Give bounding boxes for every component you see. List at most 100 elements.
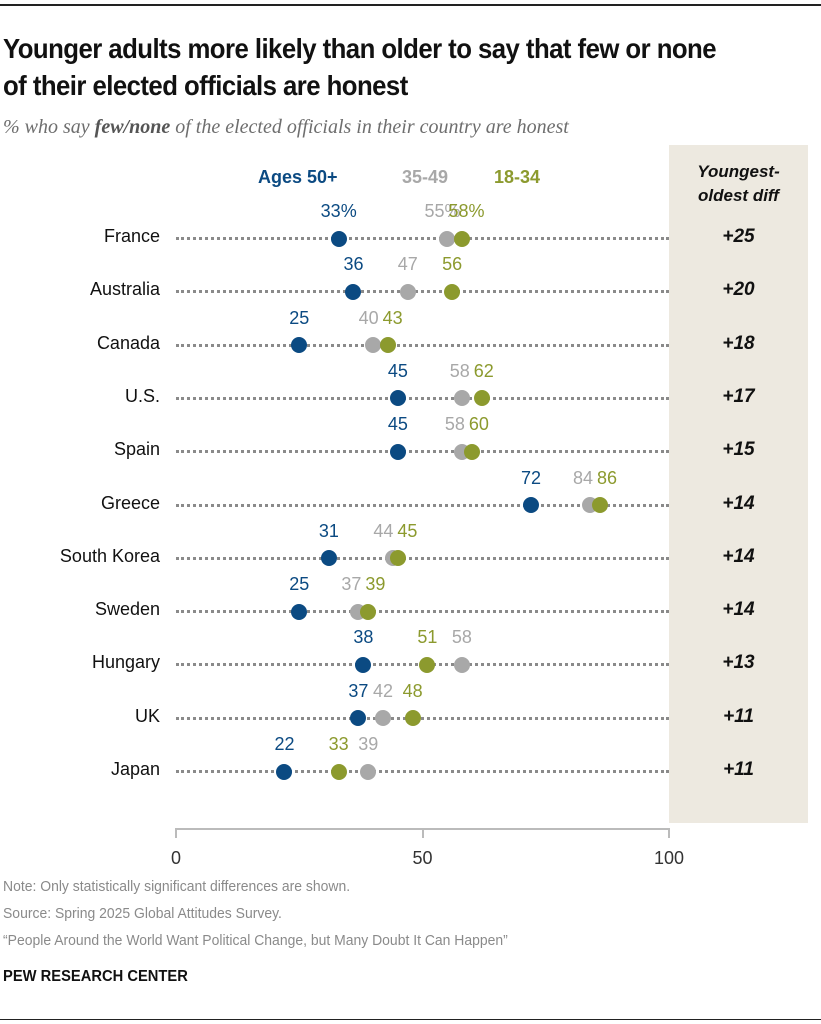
value-label-ages-18-34: 86 bbox=[597, 467, 618, 488]
dot-ages-18-34 bbox=[463, 443, 480, 460]
diff-column-header: Youngest- oldest diff bbox=[669, 160, 808, 208]
value-label-ages-35-49: 40 bbox=[358, 307, 379, 328]
value-label-ages-18-34: 39 bbox=[365, 574, 386, 595]
value-label-ages-50-plus: 37 bbox=[348, 680, 369, 701]
dot-ages-18-34 bbox=[360, 603, 377, 620]
x-tick-mark bbox=[421, 828, 424, 838]
dot-ages-50-plus bbox=[389, 390, 406, 407]
row-dotted-line bbox=[176, 556, 669, 560]
value-label-ages-35-49: 37 bbox=[341, 574, 362, 595]
row-dotted-line bbox=[176, 450, 669, 454]
row-dotted-line bbox=[176, 396, 669, 400]
diff-value: +25 bbox=[722, 226, 755, 247]
dot-ages-50-plus bbox=[345, 283, 362, 300]
country-label: Sweden bbox=[94, 599, 160, 620]
value-label-ages-50-plus: 45 bbox=[387, 414, 408, 435]
row-dotted-line bbox=[176, 290, 669, 294]
value-label-ages-50-plus: 22 bbox=[274, 734, 295, 754]
subtitle-emphasis: few/none bbox=[94, 116, 171, 138]
country-label: Australia bbox=[89, 279, 160, 300]
value-label-ages-50-plus: 45 bbox=[387, 360, 408, 381]
dot-ages-18-34 bbox=[453, 230, 470, 247]
subtitle-prefix: % who say bbox=[3, 116, 95, 138]
value-label-ages-35-49: 55% bbox=[424, 201, 461, 221]
value-label-ages-18-34: 58% bbox=[448, 201, 485, 221]
dot-ages-50-plus bbox=[330, 230, 347, 247]
chart-title: Younger adults more likely than older to… bbox=[3, 33, 717, 101]
footnote-source: Source: Spring 2025 Global Attitudes Sur… bbox=[3, 905, 282, 922]
top-rule bbox=[0, 4, 821, 6]
dot-ages-50-plus bbox=[355, 656, 372, 673]
row-dotted-line bbox=[176, 770, 669, 773]
legend-ages-35-49: 35-49 bbox=[402, 167, 449, 187]
dot-ages-35-49 bbox=[399, 283, 416, 300]
value-label-ages-35-49: 58 bbox=[451, 627, 472, 648]
row-dotted-line bbox=[176, 610, 669, 614]
subtitle-suffix: of the elected officials in their countr… bbox=[170, 116, 569, 138]
legend-ages-18-34: 18-34 bbox=[494, 167, 541, 187]
value-label-ages-50-plus: 31 bbox=[318, 520, 339, 541]
value-label-ages-18-34: 33 bbox=[328, 734, 349, 754]
row-dotted-line bbox=[176, 503, 669, 507]
dot-ages-18-34 bbox=[389, 550, 406, 567]
value-label-ages-35-49: 39 bbox=[358, 734, 379, 754]
diff-header-line-2: oldest diff bbox=[698, 186, 779, 205]
diff-value: +17 bbox=[722, 385, 755, 407]
diff-header-line-1: Youngest- bbox=[697, 162, 780, 181]
x-tick-label: 50 bbox=[412, 848, 433, 868]
dot-ages-50-plus bbox=[291, 603, 308, 620]
country-label: UK bbox=[134, 705, 160, 726]
diff-value: +14 bbox=[722, 599, 755, 621]
country-label: Canada bbox=[96, 332, 160, 353]
dot-ages-18-34 bbox=[444, 283, 461, 300]
diff-value: +11 bbox=[723, 705, 754, 727]
value-label-ages-35-49: 47 bbox=[397, 254, 418, 275]
country-label: France bbox=[103, 226, 160, 246]
dot-ages-50-plus bbox=[291, 337, 308, 354]
diff-value: +13 bbox=[722, 652, 755, 674]
dot-ages-35-49 bbox=[375, 710, 392, 727]
x-tick-mark bbox=[175, 828, 177, 838]
country-label: Hungary bbox=[91, 652, 160, 673]
diff-value: +14 bbox=[722, 492, 755, 514]
value-label-ages-35-49: 42 bbox=[373, 680, 394, 701]
diff-column-panel bbox=[669, 145, 808, 823]
bottom-rule bbox=[0, 1019, 821, 1020]
dot-ages-50-plus bbox=[350, 710, 367, 727]
dot-ages-35-49 bbox=[360, 763, 377, 780]
value-label-ages-50-plus: 25 bbox=[289, 574, 310, 595]
value-label-ages-35-49: 44 bbox=[373, 520, 394, 541]
value-label-ages-18-34: 48 bbox=[402, 680, 423, 701]
diff-value: +11 bbox=[723, 759, 754, 780]
value-label-ages-50-plus: 25 bbox=[289, 307, 310, 328]
value-label-ages-18-34: 43 bbox=[382, 307, 403, 328]
value-label-ages-18-34: 62 bbox=[473, 360, 494, 381]
country-label: Greece bbox=[100, 492, 160, 513]
x-tick-mark bbox=[668, 828, 670, 838]
x-tick-label: 0 bbox=[170, 848, 181, 868]
dot-ages-35-49 bbox=[453, 656, 470, 673]
value-label-ages-18-34: 51 bbox=[417, 627, 438, 648]
diff-value: +20 bbox=[722, 279, 755, 301]
diff-value: +14 bbox=[722, 545, 755, 567]
value-label-ages-50-plus: 33% bbox=[320, 201, 357, 221]
value-label-ages-50-plus: 36 bbox=[343, 254, 364, 275]
dot-ages-50-plus bbox=[522, 497, 539, 513]
dot-ages-50-plus bbox=[320, 550, 337, 567]
country-label: Japan bbox=[110, 759, 160, 779]
value-label-ages-18-34: 60 bbox=[468, 414, 489, 435]
chart-subtitle: % who say few/none of the elected offici… bbox=[3, 116, 569, 139]
diff-value: +18 bbox=[722, 332, 755, 354]
value-label-ages-18-34: 56 bbox=[442, 254, 463, 275]
dot-ages-18-34 bbox=[591, 497, 608, 513]
dot-ages-18-34 bbox=[473, 390, 490, 407]
dot-ages-18-34 bbox=[379, 337, 396, 354]
value-label-ages-50-plus: 72 bbox=[520, 467, 541, 488]
dot-ages-35-49 bbox=[453, 390, 470, 407]
dot-ages-35-49 bbox=[365, 337, 382, 354]
x-tick-label: 100 bbox=[653, 848, 685, 868]
row-dotted-line bbox=[176, 343, 669, 347]
dot-ages-50-plus bbox=[276, 763, 293, 780]
pew-brand: PEW RESEARCH CENTER bbox=[3, 968, 188, 985]
row-dotted-line bbox=[176, 237, 669, 240]
